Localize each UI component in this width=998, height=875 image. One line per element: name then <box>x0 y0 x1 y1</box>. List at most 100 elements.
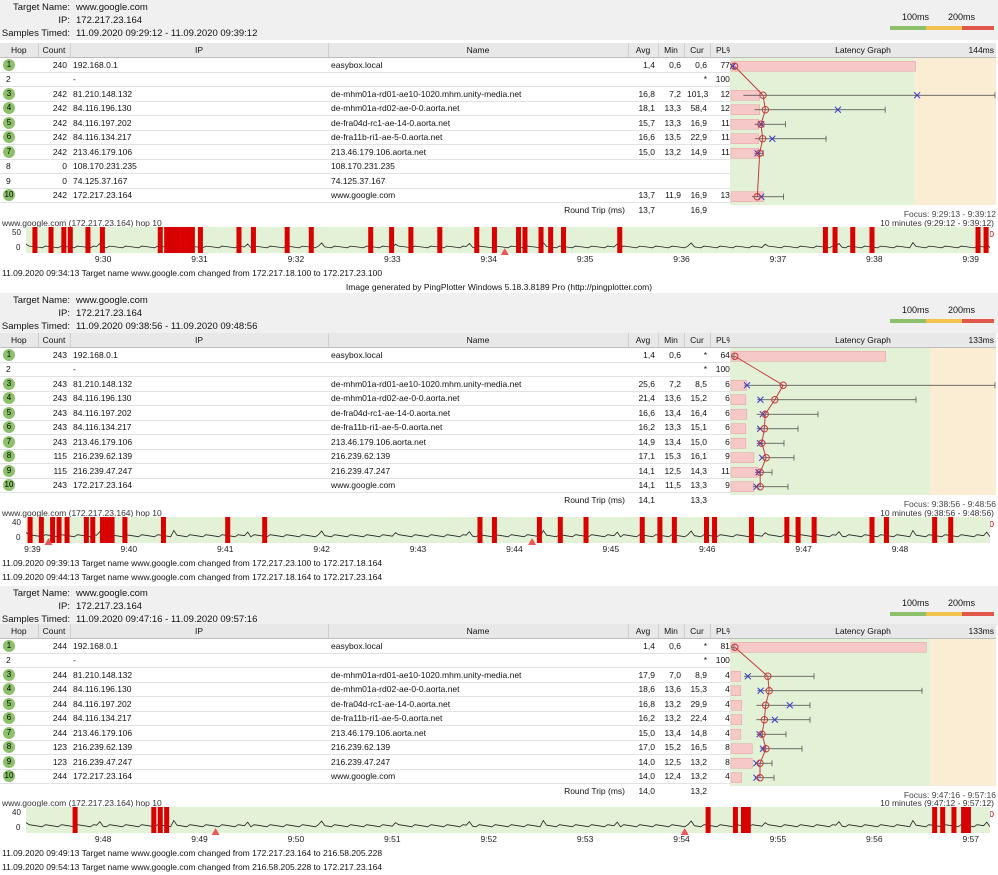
ip-cell: 81.210.148.132 <box>70 86 328 102</box>
col-header-name[interactable]: Name <box>328 333 629 348</box>
col-header-ip[interactable]: IP <box>70 43 329 58</box>
hop-number: 4 <box>3 102 15 115</box>
avg-cell: 16,8 <box>628 86 658 102</box>
timeline-tick-label: 9:43 <box>409 544 427 554</box>
hop-row[interactable]: 5 243 84.116.197.202 de-fra04d-rc1-ae-14-0.… <box>0 405 740 421</box>
legend-red-bar <box>962 26 994 30</box>
hop-row[interactable]: 7 244 213.46.179.106 213.46.179.106.aorta.n… <box>0 725 740 741</box>
hop-row[interactable]: 4 243 84.116.196.130 de-mhm01a-rd02-ae-0-0.… <box>0 391 740 406</box>
current-latency-mark <box>771 715 779 723</box>
avg-cell: 16,8 <box>628 696 658 712</box>
col-header-count[interactable]: Count <box>38 43 71 58</box>
ip-cell: 213.46.179.106 <box>70 144 328 160</box>
col-header-min[interactable]: Min <box>658 624 685 639</box>
hop-row[interactable]: 7 242 213.46.179.106 213.46.179.106.aorta.n… <box>0 144 740 160</box>
packet-loss-marker <box>225 517 231 543</box>
name-cell <box>328 653 628 668</box>
current-latency-mark <box>913 91 921 99</box>
generator-credit: Image generated by PingPlotter Windows 5… <box>345 282 653 292</box>
name-cell: de-mhm01a-rd02-ae-0-0.aorta.net <box>328 391 628 406</box>
hop-row[interactable]: 2- * 100,0 <box>0 653 740 668</box>
col-header-cur[interactable]: Cur <box>684 43 711 58</box>
ip-cell: 216.239.47.247 <box>70 754 328 770</box>
legend-100ms: 100ms <box>902 12 930 22</box>
hop-row[interactable]: 6 242 84.116.134.217 de-fra11b-ri1-ae-5-0.a… <box>0 130 740 145</box>
hop-row[interactable]: 4 244 84.116.196.130 de-mhm01a-rd02-ae-0-0.… <box>0 682 740 697</box>
count-cell: 243 <box>38 376 70 392</box>
col-header-cur[interactable]: Cur <box>684 624 711 639</box>
hop-row[interactable]: 9 0 74.125.37.167 74.125.37.167 <box>0 173 740 189</box>
hop-number-cell: 2 <box>0 653 38 668</box>
latency-legend: 100ms 200ms <box>890 598 994 618</box>
latency-graph-max: 133ms <box>968 626 994 636</box>
col-header-count[interactable]: Count <box>38 333 71 348</box>
cur-cell: * <box>684 638 710 654</box>
packet-loss-marker <box>160 517 166 543</box>
hop-row[interactable]: 8 123 216.239.62.139 216.239.62.139 17,0 15,2… <box>0 740 740 755</box>
ip-cell: 213.46.179.106 <box>70 434 328 450</box>
hop-row[interactable]: 3 242 81.210.148.132 de-mhm01a-rd01-ae10-10… <box>0 86 740 102</box>
col-header-cur[interactable]: Cur <box>684 333 711 348</box>
packet-loss-marker <box>48 227 54 253</box>
cur-cell: 14,8 <box>684 725 710 741</box>
hop-row[interactable]: 8 0 108.170.231.235 108.170.231.235 <box>0 159 740 174</box>
hop-row[interactable]: 7 243 213.46.179.106 213.46.179.106.aorta.n… <box>0 434 740 450</box>
hop-row[interactable]: 3 244 81.210.148.132 de-mhm01a-rd01-ae10-10… <box>0 667 740 683</box>
hop-row[interactable]: 5 242 84.116.197.202 de-fra04d-rc1-ae-14-0.… <box>0 115 740 131</box>
hop-row[interactable]: 2- * 100,0 <box>0 72 740 87</box>
col-header-avg[interactable]: Avg <box>628 43 659 58</box>
hop-number-cell: 3 <box>0 376 38 392</box>
cur-cell: 16,9 <box>684 188 710 203</box>
count-cell: 243 <box>38 347 70 363</box>
hop-row[interactable]: 8 115 216.239.62.139 216.239.62.139 17,1 15,3… <box>0 449 740 464</box>
col-header-hop[interactable]: Hop <box>0 43 39 58</box>
hop-row[interactable]: 10 243 172.217.23.164 www.google.com 14,1 11,… <box>0 478 740 493</box>
round-trip-avg: 14,0 <box>638 786 655 796</box>
col-header-ip[interactable]: IP <box>70 624 329 639</box>
hop-row[interactable]: 5 244 84.116.197.202 de-fra04d-rc1-ae-14-0.… <box>0 696 740 712</box>
col-header-ip[interactable]: IP <box>70 333 329 348</box>
col-header-hop[interactable]: Hop <box>0 333 39 348</box>
hop-row[interactable]: 1 240 192.168.0.1 easybox.local 1,4 0,6 0,6 77,… <box>0 57 740 73</box>
latency-graph-plot <box>730 347 996 495</box>
col-header-avg[interactable]: Avg <box>628 333 659 348</box>
packet-loss-bar <box>730 772 743 783</box>
session-header: Target Name: www.google.com IP: 172.217.23.… <box>0 586 998 626</box>
col-header-min[interactable]: Min <box>658 43 685 58</box>
hop-row[interactable]: 10 244 172.217.23.164 www.google.com 14,0 12,… <box>0 769 740 784</box>
col-header-count[interactable]: Count <box>38 624 71 639</box>
hop-row[interactable]: 1 244 192.168.0.1 easybox.local 1,4 0,6 * 81,6 <box>0 638 740 654</box>
packet-loss-marker <box>639 517 645 543</box>
col-header-name[interactable]: Name <box>328 624 629 639</box>
ip-cell: 84.116.197.202 <box>70 115 328 131</box>
min-cell <box>658 362 684 377</box>
hop-row[interactable]: 9 115 216.239.47.247 216.239.47.247 14,1 12,5… <box>0 463 740 479</box>
name-cell: easybox.local <box>328 57 628 73</box>
name-cell: www.google.com <box>328 769 628 784</box>
ip-cell: 84.116.197.202 <box>70 405 328 421</box>
packet-loss-marker <box>850 227 856 253</box>
col-header-avg[interactable]: Avg <box>628 624 659 639</box>
hop-row[interactable]: 6 244 84.116.134.217 de-fra11b-ri1-ae-5-0.a… <box>0 711 740 726</box>
col-header-min[interactable]: Min <box>658 333 685 348</box>
hop-number: 2 <box>6 655 11 666</box>
col-header-name[interactable]: Name <box>328 43 629 58</box>
col-header-hop[interactable]: Hop <box>0 624 39 639</box>
timeline-tick-label: 9:42 <box>313 544 330 554</box>
hop-row[interactable]: 2- * 100,0 <box>0 362 740 377</box>
packet-loss-marker <box>56 517 62 543</box>
avg-latency-marker <box>761 105 770 113</box>
event-note: 11.09.2020 09:44:13 Target name www.goog… <box>2 572 383 582</box>
hop-number-cell: 6 <box>0 130 38 145</box>
count-cell: 243 <box>38 478 70 493</box>
hop-number: 4 <box>3 392 15 405</box>
avg-latency-line <box>734 646 770 778</box>
packet-loss-marker <box>99 517 105 543</box>
packet-loss-marker <box>32 227 38 253</box>
hop-row[interactable]: 1 243 192.168.0.1 easybox.local 1,4 0,6 * 64,6 <box>0 347 740 363</box>
hop-row[interactable]: 6 243 84.116.134.217 de-fra11b-ri1-ae-5-0.a… <box>0 420 740 435</box>
packet-loss-marker <box>109 517 115 543</box>
hop-row[interactable]: 10 242 172.217.23.164 www.google.com 13,7 11,… <box>0 188 740 203</box>
hop-row[interactable]: 9 123 216.239.47.247 216.239.47.247 14,0 12,5… <box>0 754 740 770</box>
hop-number: 6 <box>3 131 15 144</box>
